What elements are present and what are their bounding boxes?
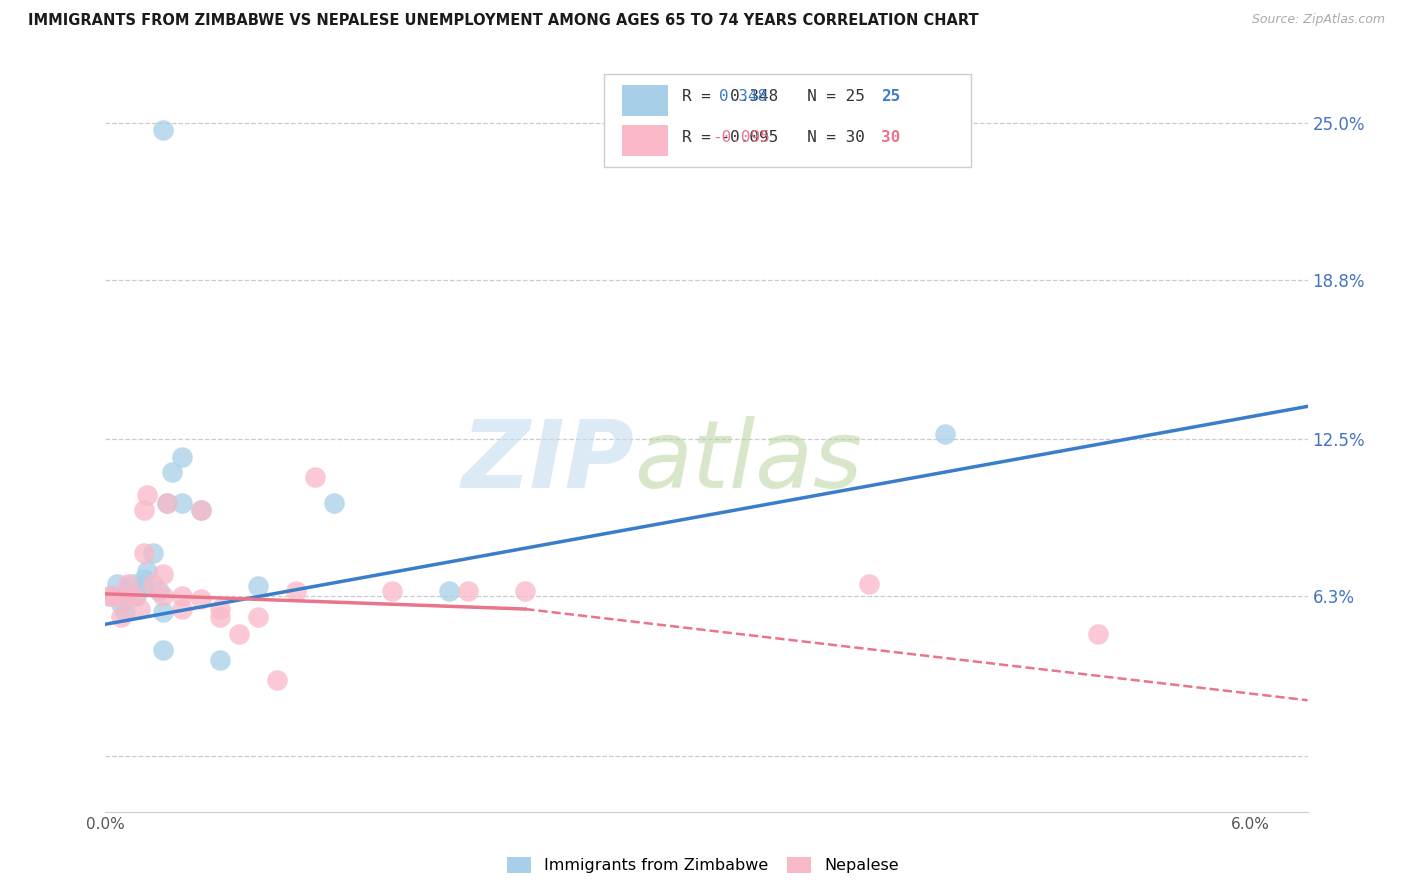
Point	[437, 584, 460, 599]
Point	[247, 609, 270, 624]
Point	[858, 576, 880, 591]
Point	[247, 579, 270, 593]
Point	[323, 496, 346, 510]
Text: IMMIGRANTS FROM ZIMBABWE VS NEPALESE UNEMPLOYMENT AMONG AGES 65 TO 74 YEARS CORR: IMMIGRANTS FROM ZIMBABWE VS NEPALESE UNE…	[28, 13, 979, 29]
Point	[132, 503, 155, 517]
Point	[125, 590, 148, 604]
Point	[136, 564, 159, 578]
Point	[148, 584, 170, 599]
Point	[152, 123, 174, 137]
Point	[142, 576, 165, 591]
Text: 0.348: 0.348	[718, 89, 766, 104]
Point	[117, 576, 139, 591]
Point	[170, 602, 193, 616]
Point	[132, 579, 155, 593]
Point	[117, 584, 139, 599]
Point	[1087, 627, 1109, 641]
Text: R =  0.348   N = 25: R = 0.348 N = 25	[682, 89, 865, 104]
Text: 30: 30	[880, 130, 900, 145]
Point	[190, 503, 212, 517]
Text: R = -0.095   N = 30: R = -0.095 N = 30	[682, 130, 865, 145]
Point	[142, 546, 165, 560]
Point	[228, 627, 250, 641]
Point	[208, 653, 231, 667]
Text: atlas: atlas	[634, 417, 863, 508]
Point	[110, 597, 132, 611]
Point	[122, 590, 145, 604]
Text: Source: ZipAtlas.com: Source: ZipAtlas.com	[1251, 13, 1385, 27]
Point	[114, 591, 136, 606]
Point	[285, 584, 308, 599]
Text: ZIP: ZIP	[461, 416, 634, 508]
Point	[128, 602, 150, 616]
Point	[105, 576, 128, 591]
Point	[114, 605, 136, 619]
Point	[266, 673, 288, 687]
Point	[132, 572, 155, 586]
Point	[100, 590, 122, 604]
Point	[152, 642, 174, 657]
Point	[136, 488, 159, 502]
Point	[515, 584, 537, 599]
Point	[155, 496, 177, 510]
Point	[170, 590, 193, 604]
FancyBboxPatch shape	[605, 74, 972, 168]
Point	[155, 496, 177, 510]
Point	[170, 450, 193, 464]
Legend: Immigrants from Zimbabwe, Nepalese: Immigrants from Zimbabwe, Nepalese	[501, 850, 905, 880]
Text: 25: 25	[880, 89, 900, 104]
Point	[152, 566, 174, 581]
Point	[190, 591, 212, 606]
Point	[110, 609, 132, 624]
Text: -0.095: -0.095	[713, 130, 770, 145]
Point	[162, 465, 183, 479]
Point	[152, 590, 174, 604]
Bar	[623, 85, 668, 116]
Point	[152, 605, 174, 619]
Point	[132, 546, 155, 560]
Bar	[623, 125, 668, 156]
Point	[934, 427, 956, 442]
Point	[457, 584, 479, 599]
Point	[98, 590, 121, 604]
Point	[381, 584, 404, 599]
Point	[104, 590, 127, 604]
Point	[121, 576, 143, 591]
Point	[190, 503, 212, 517]
Point	[170, 496, 193, 510]
Point	[208, 609, 231, 624]
Point	[208, 602, 231, 616]
Point	[304, 470, 326, 484]
